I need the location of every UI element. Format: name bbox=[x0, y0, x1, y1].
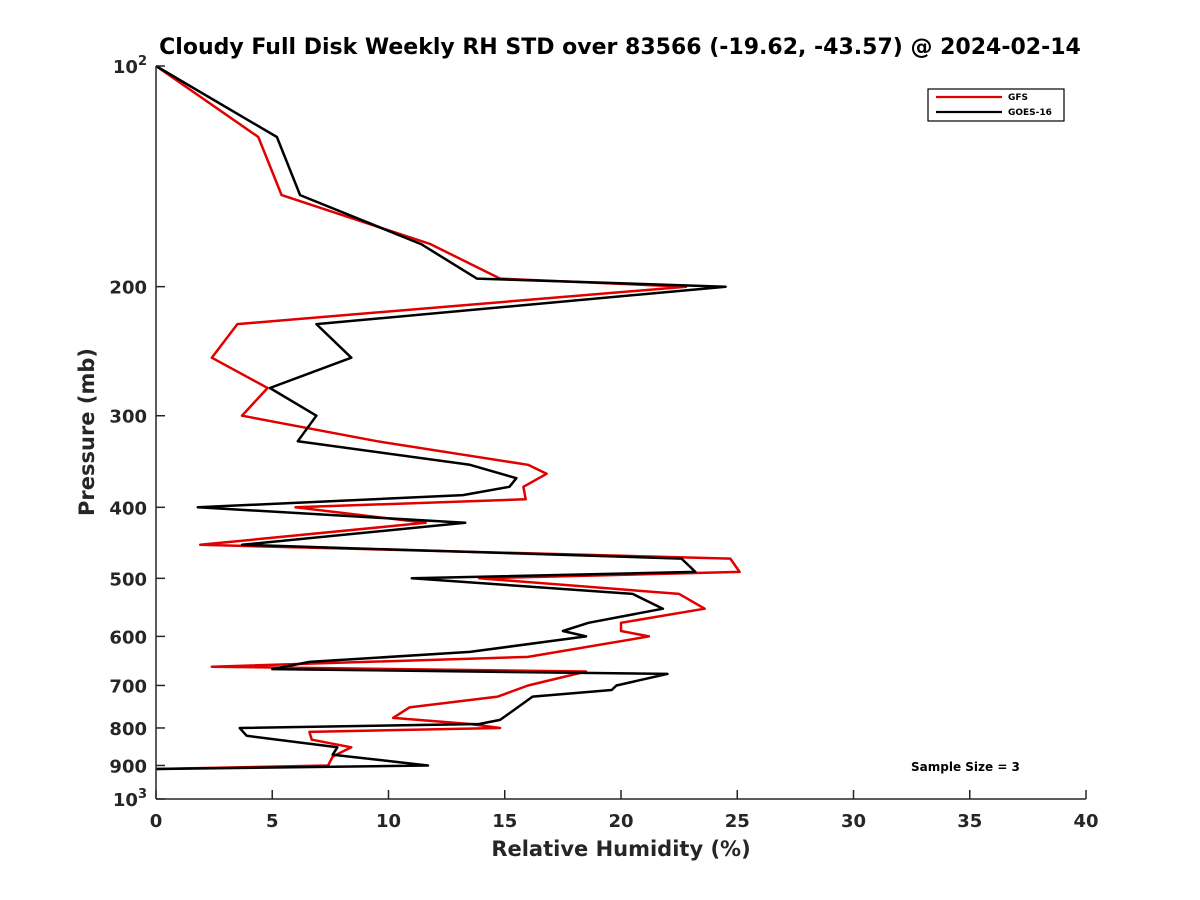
y-tick-label: 500 bbox=[109, 569, 147, 590]
x-tick-label: 20 bbox=[608, 811, 633, 832]
legend: GFS GOES-16 bbox=[927, 88, 1065, 122]
y-tick-label: 200 bbox=[109, 278, 147, 299]
y-tick-label: 600 bbox=[109, 627, 147, 648]
series-line-gfs bbox=[155, 64, 741, 771]
y-axis-label: Pressure (mb) bbox=[75, 348, 99, 516]
x-tick-label: 40 bbox=[1073, 811, 1098, 832]
legend-label-gfs: GFS bbox=[1008, 93, 1028, 103]
y-tick-label: 800 bbox=[109, 719, 147, 740]
plot-frame bbox=[156, 66, 1086, 799]
x-tick-label: 5 bbox=[266, 811, 279, 832]
sample-size-annotation: Sample Size = 3 bbox=[911, 760, 1020, 774]
y-tick-label: 900 bbox=[109, 756, 147, 777]
y-tick-label: 400 bbox=[109, 498, 147, 519]
plot-area: 0 5 10 15 20 25 30 35 40 10220030040050060070080… bbox=[109, 54, 1098, 832]
x-tick-label: 10 bbox=[376, 811, 401, 832]
x-tick-label: 25 bbox=[725, 811, 750, 832]
x-axis-label: Relative Humidity (%) bbox=[491, 837, 750, 861]
x-tick-label: 30 bbox=[841, 811, 866, 832]
series-layer bbox=[155, 64, 741, 771]
y-tick-label: 300 bbox=[109, 407, 147, 428]
x-tick-label: 0 bbox=[150, 811, 163, 832]
x-tick-label: 15 bbox=[492, 811, 517, 832]
y-tick-label: 700 bbox=[109, 676, 147, 697]
chart-title: Cloudy Full Disk Weekly RH STD over 8356… bbox=[159, 35, 1081, 60]
legend-label-goes16: GOES-16 bbox=[1008, 108, 1052, 118]
x-tick-label: 35 bbox=[957, 811, 982, 832]
x-ticks: 0 5 10 15 20 25 30 35 40 bbox=[150, 790, 1099, 832]
series-line-goes16 bbox=[155, 64, 727, 771]
legend-box bbox=[927, 88, 1065, 122]
